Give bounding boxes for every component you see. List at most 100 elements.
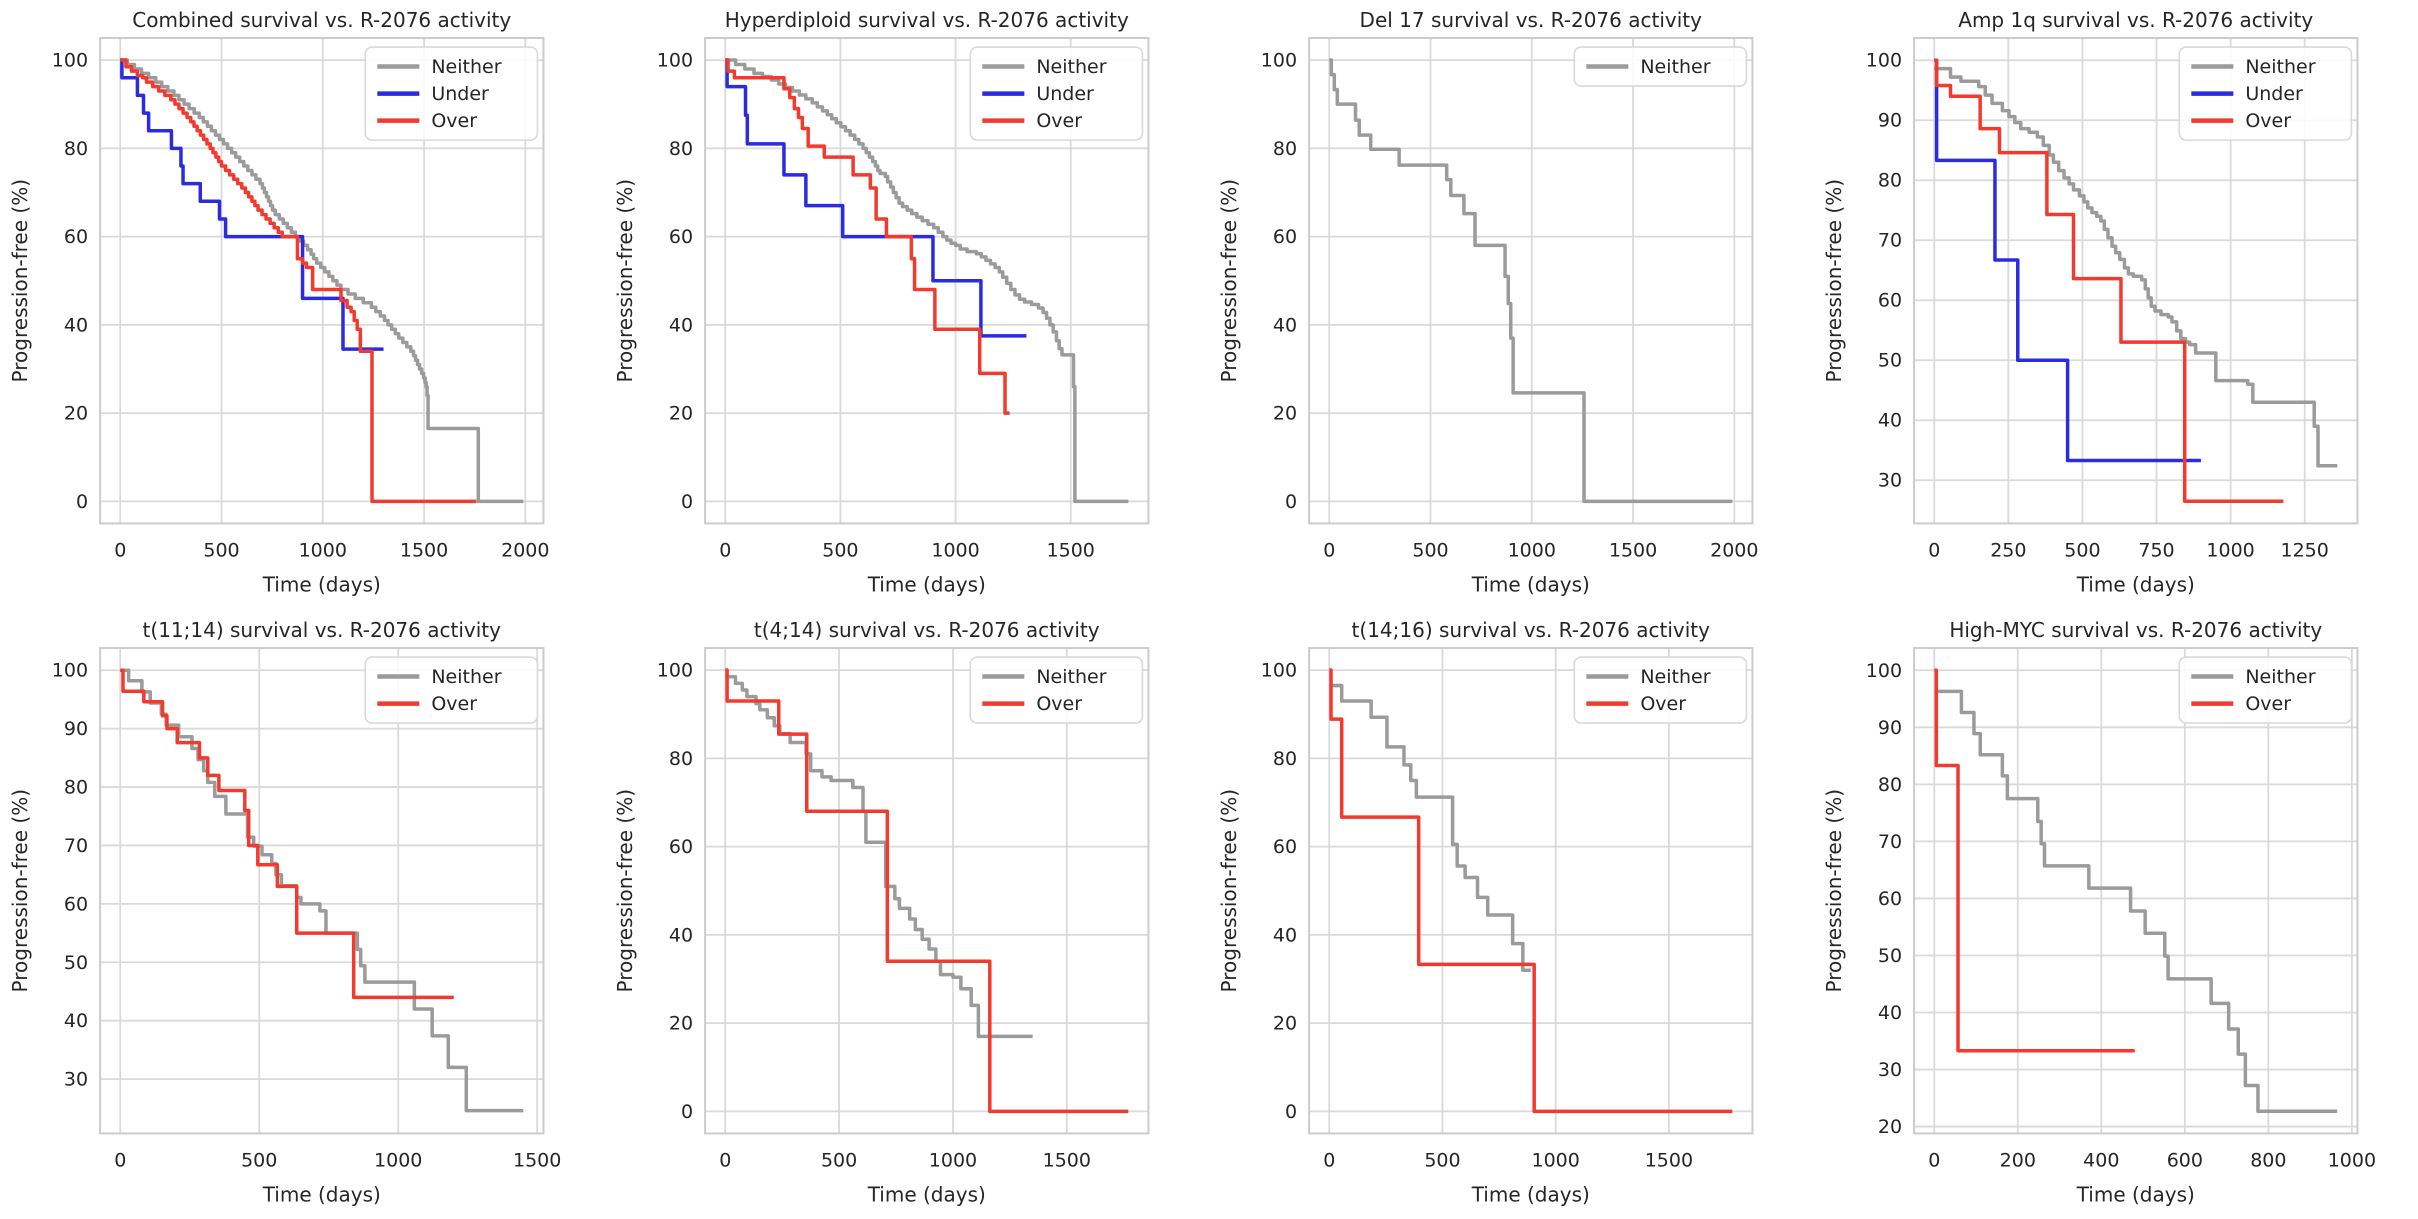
y-tick-label: 40 [1877, 1002, 1901, 1024]
x-tick-label: 400 [2083, 1149, 2119, 1171]
x-tick-label: 0 [1928, 1149, 1940, 1171]
x-tick-label: 500 [241, 1149, 277, 1171]
t11-14-xlabel: Time (days) [262, 1182, 381, 1206]
y-tick-label: 90 [1877, 716, 1901, 738]
y-tick-label: 60 [1273, 836, 1297, 858]
legend-label-under: Under [431, 83, 489, 105]
t4-14-ylabel: Progression-free (%) [613, 789, 637, 992]
y-tick-label: 40 [1273, 924, 1297, 946]
x-tick-label: 0 [114, 539, 126, 561]
x-tick-label: 500 [1412, 539, 1448, 561]
y-tick-label: 80 [1273, 747, 1297, 769]
del17-ylabel: Progression-free (%) [1217, 179, 1241, 382]
high-myc-legend: Neither Over [2179, 657, 2351, 723]
t11-14-ylabel: Progression-free (%) [8, 789, 32, 992]
legend-label-neither: Neither [2245, 56, 2315, 78]
legend-label-neither: Neither [431, 666, 501, 688]
hyperdiploid-title: Hyperdiploid survival vs. R-2076 activit… [724, 8, 1128, 32]
legend-label-over: Over [2245, 693, 2291, 715]
x-tick-label: 0 [114, 1149, 126, 1171]
x-tick-label: 0 [719, 539, 731, 561]
y-tick-label: 40 [668, 314, 692, 336]
x-tick-label: 0 [1323, 539, 1335, 561]
y-tick-label: 80 [1877, 170, 1901, 192]
y-tick-label: 80 [64, 138, 88, 160]
x-tick-label: 250 [1990, 539, 2026, 561]
y-tick-label: 50 [1877, 350, 1901, 372]
high-myc-xlabel: Time (days) [2075, 1182, 2194, 1206]
y-tick-label: 70 [64, 834, 88, 856]
y-tick-label: 60 [1877, 887, 1901, 909]
y-tick-label: 60 [1273, 226, 1297, 248]
x-tick-label: 750 [2138, 539, 2174, 561]
combined-ylabel: Progression-free (%) [8, 179, 32, 382]
legend-label-neither: Neither [2245, 666, 2315, 688]
x-tick-label: 1000 [2206, 539, 2254, 561]
legend-label-over: Over [431, 693, 477, 715]
t14-16-title: t(14;16) survival vs. R-2076 activity [1352, 618, 1711, 642]
y-tick-label: 50 [1877, 944, 1901, 966]
y-tick-label: 100 [52, 50, 88, 72]
y-tick-label: 0 [1285, 1100, 1297, 1122]
y-tick-label: 40 [1877, 410, 1901, 432]
y-tick-label: 80 [668, 138, 692, 160]
x-tick-label: 1500 [1042, 1149, 1090, 1171]
y-tick-label: 100 [656, 659, 692, 681]
x-tick-label: 1000 [928, 1149, 976, 1171]
t4-14-xlabel: Time (days) [866, 1182, 985, 1206]
y-tick-label: 100 [1261, 659, 1297, 681]
y-tick-label: 30 [64, 1068, 88, 1090]
combined-title: Combined survival vs. R-2076 activity [132, 8, 511, 32]
y-tick-label: 100 [656, 50, 692, 72]
x-tick-label: 2000 [501, 539, 549, 561]
del17-xlabel: Time (days) [1471, 572, 1590, 596]
legend-label-over: Over [431, 110, 477, 132]
t14-16-series-over [1329, 670, 1732, 1111]
hyperdiploid-ylabel: Progression-free (%) [613, 179, 637, 382]
x-tick-label: 1250 [2280, 539, 2328, 561]
legend-label-under: Under [2245, 83, 2303, 105]
t14-16-ylabel: Progression-free (%) [1217, 789, 1241, 992]
del17-series-neither [1329, 60, 1732, 501]
legend-label-under: Under [1036, 83, 1094, 105]
t4-14-series-neither [725, 676, 1032, 1036]
y-tick-label: 80 [1877, 773, 1901, 795]
y-tick-label: 60 [668, 836, 692, 858]
x-tick-label: 500 [1424, 1149, 1460, 1171]
x-tick-label: 1500 [513, 1149, 561, 1171]
legend-label-over: Over [1640, 693, 1686, 715]
y-tick-label: 70 [1877, 830, 1901, 852]
y-tick-label: 20 [668, 403, 692, 425]
y-tick-label: 90 [1877, 110, 1901, 132]
y-tick-label: 80 [1273, 138, 1297, 160]
x-tick-label: 600 [2166, 1149, 2202, 1171]
high-myc-ylabel: Progression-free (%) [1822, 789, 1846, 992]
x-tick-label: 200 [1999, 1149, 2035, 1171]
y-tick-label: 40 [64, 314, 88, 336]
combined-series-under [120, 60, 383, 349]
axes-frame [1309, 38, 1752, 523]
legend-label-neither: Neither [1036, 666, 1106, 688]
legend-label-neither: Neither [1036, 56, 1106, 78]
y-tick-label: 70 [1877, 230, 1901, 252]
amp1q-title: Amp 1q survival vs. R-2076 activity [1958, 8, 2313, 32]
x-tick-label: 500 [820, 1149, 856, 1171]
y-tick-label: 60 [64, 226, 88, 248]
high-myc-title: High-MYC survival vs. R-2076 activity [1949, 618, 2322, 642]
y-tick-label: 50 [64, 951, 88, 973]
y-tick-label: 20 [668, 1012, 692, 1034]
